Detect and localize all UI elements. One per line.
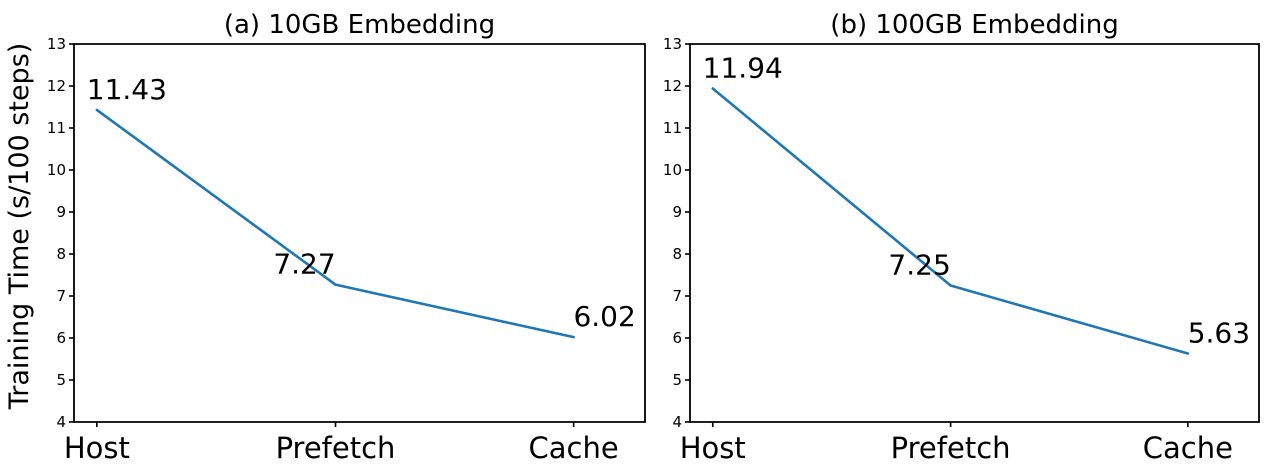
- point-label: 5.63: [1188, 317, 1250, 350]
- y-tick-label: 11: [47, 119, 66, 137]
- x-tick-label: Host: [680, 431, 746, 465]
- y-tick-label: 8: [56, 245, 66, 263]
- y-tick-label: 13: [47, 35, 66, 53]
- point-label: 7.27: [273, 248, 335, 281]
- y-tick-label: 4: [672, 413, 682, 431]
- point-label: 11.94: [703, 52, 783, 85]
- x-tick-label: Cache: [1143, 431, 1233, 465]
- x-tick-label: Cache: [529, 431, 619, 465]
- chart-title: (a) 10GB Embedding: [224, 10, 495, 40]
- y-tick-label: 4: [56, 413, 66, 431]
- x-tick-label: Host: [64, 431, 130, 465]
- y-tick-label: 10: [663, 161, 682, 179]
- series-line: [95, 108, 575, 339]
- axes-spines: [689, 43, 1260, 423]
- y-tick-label: 11: [663, 119, 682, 137]
- y-tick-label: 8: [672, 245, 682, 263]
- y-tick-label: 13: [663, 35, 682, 53]
- y-tick-label: 5: [672, 371, 682, 389]
- x-tick-label: Prefetch: [891, 431, 1011, 465]
- point-label: 11.43: [87, 73, 167, 106]
- y-tick-label: 5: [56, 371, 66, 389]
- point-label: 6.02: [573, 300, 635, 333]
- y-tick-label: 6: [672, 329, 682, 347]
- panel-b: (b) 100GB Embedding 4 5 6 7 8 9 10 11 12 13 Host Pre…: [663, 10, 1260, 465]
- chart-title: (b) 100GB Embedding: [830, 10, 1118, 40]
- x-tick-label: Prefetch: [276, 431, 396, 465]
- y-tick-label: 7: [56, 287, 66, 305]
- y-tick-label: 6: [56, 329, 66, 347]
- y-tick-label: 7: [672, 287, 682, 305]
- y-axis-label: Training Time (s/100 steps): [4, 43, 35, 411]
- series-line: [711, 87, 1190, 355]
- panel-a: (a) 10GB Embedding 4 5 6 7 8 9 10 11 12 13 Host Pref…: [47, 10, 646, 465]
- axes-spines: [73, 43, 646, 423]
- y-tick-label: 12: [663, 77, 682, 95]
- y-tick-label: 10: [47, 161, 66, 179]
- point-label: 7.25: [888, 249, 950, 282]
- y-tick-label: 12: [47, 77, 66, 95]
- y-tick-label: 9: [672, 203, 682, 221]
- y-tick-label: 9: [56, 203, 66, 221]
